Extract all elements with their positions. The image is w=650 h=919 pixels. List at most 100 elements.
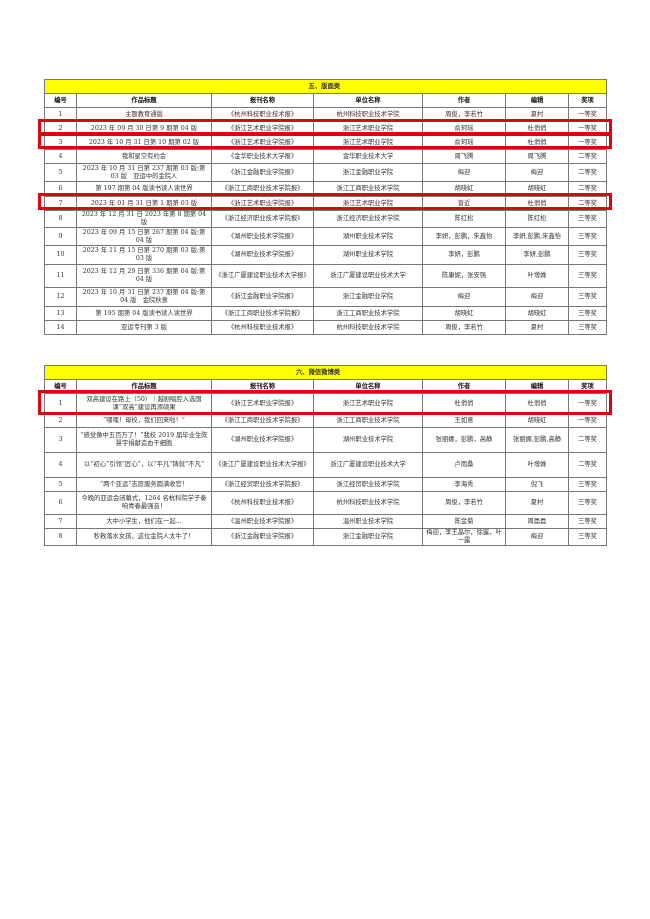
table-row: 3 2023 年 10 月 31 日第 10 期第 02 版《浙江艺术职业学院报》… — [44, 135, 608, 150]
cell-editor: 梅迎 — [505, 528, 569, 546]
table-row: 4 以“初心”引领“匠心”，以“平凡”铸就“不凡” 《浙江广厦建设职业技术大学报》浙… — [44, 452, 608, 478]
cell-unit: 浙江工商职业技术学院 — [313, 181, 423, 197]
cell-newspaper: 《杭州科技职业技术报》 — [211, 320, 314, 335]
cell-title: 2023 年 10 月 31 日第 237 期第 04 版:第 04 版 金院秋… — [76, 287, 212, 307]
cell-title: 秒救落水女孩，这位金院人太牛了！ — [76, 528, 212, 546]
cell-no: 3 — [44, 135, 77, 150]
cell-title: 亚运专刊第 3 版 — [76, 320, 212, 335]
cell-unit: 浙江金融职业学院 — [313, 528, 423, 546]
cell-author: 俞珂瑶 — [422, 135, 506, 150]
cell-author: 陈康妮，张安强 — [422, 264, 506, 288]
cell-unit: 浙江金融职业学院 — [313, 287, 423, 307]
cell-editor: 胡晓虹 — [505, 306, 569, 321]
cell-award: 二等奖 — [567, 163, 608, 182]
cell-newspaper: 《金华职业技术大学报》 — [211, 149, 314, 164]
table-row: 10 2023 年 11 月 15 日第 270 期第 03 版:第 03 版《湖… — [44, 245, 608, 265]
cell-author: 周飞腾 — [422, 149, 506, 164]
cell-newspaper: 《浙江艺术职业学院报》 — [211, 121, 314, 136]
cell-title: 今晚的亚运会闭幕式，1264 名杭科院学子奏响青春最强音！ — [76, 491, 212, 515]
cell-author: 胡晓虹 — [422, 306, 506, 321]
header-no: 编号 — [44, 379, 77, 394]
cell-award: 三等奖 — [567, 287, 608, 307]
cell-editor: 杜俏俏 — [505, 196, 569, 211]
table-row: 1 主题教育通版 《杭州科技职业技术报》 杭州科技职业技术学院 周俊，李若竹 夏村 一等奖 — [44, 107, 608, 122]
cell-no: 7 — [44, 514, 77, 529]
cell-author: 张丽娜，彭鹏，高静 — [422, 427, 506, 453]
cell-no: 13 — [44, 306, 77, 321]
cell-title: 2023 年 10 月 31 日第 237 期第 03 版:第 03 版 亚运中… — [76, 163, 212, 182]
cell-unit: 杭州科技职业技术学院 — [313, 320, 423, 335]
cell-author: 胡晓虹 — [422, 181, 506, 197]
header-newspaper: 报刊名称 — [211, 93, 314, 108]
cell-title: “感觉像中五百万了！”我校 2019 届毕业生陈慧宇捐献造血干细胞 — [76, 427, 212, 453]
table-row: 7 2023 年 01 月 31 日第 1 期第 03 版《浙江艺术职业学院报》浙… — [44, 196, 608, 211]
cell-author: 俞珂瑶 — [422, 121, 506, 136]
header-editor: 编辑 — [505, 379, 569, 394]
cell-award: 三等奖 — [567, 245, 608, 265]
cell-unit: 浙江艺术职业学院 — [313, 393, 423, 414]
cell-no: 9 — [44, 227, 77, 246]
cell-unit: 浙江工商职业技术学院 — [313, 306, 423, 321]
cell-no: 12 — [44, 287, 77, 307]
cell-unit: 浙江艺术职业学院 — [313, 196, 423, 211]
header-row: 编号 作品标题 报刊名称 单位名称 作者 编辑 奖项 — [44, 379, 608, 394]
table-row: 4 我和星空有约会 《金华职业技术大学报》 金华职业技术大学 周飞腾 周飞腾 二等奖 — [44, 149, 608, 164]
cell-award: 三等奖 — [567, 528, 608, 546]
cell-editor: 杜俏俏 — [505, 135, 569, 150]
cell-newspaper: 《湖州职业技术学院报》 — [211, 245, 314, 265]
cell-award: 三等奖 — [567, 210, 608, 228]
header-title: 作品标题 — [76, 93, 212, 108]
table-row: 8 2023 年 12 月 31 日 2023 年第 8 期第 04 版《浙江经济… — [44, 210, 608, 228]
cell-author: 周俊，李若竹 — [422, 320, 506, 335]
cell-editor: 杜俏俏 — [505, 121, 569, 136]
cell-editor: 李妍,彭鹏 — [505, 245, 569, 265]
cell-unit: 浙江广厦建设职业技术大学 — [313, 452, 423, 478]
cell-editor: 胡晓虹 — [505, 181, 569, 197]
cell-no: 6 — [44, 181, 77, 197]
cell-newspaper: 《湖州职业技术学院报》 — [211, 427, 314, 453]
cell-newspaper: 《浙江广厦建设职业技术大学报》 — [211, 452, 314, 478]
cell-newspaper: 《浙江艺术职业学院报》 — [211, 135, 314, 150]
cell-newspaper: 《湖州职业技术学院报》 — [211, 227, 314, 246]
cell-award: 三等奖 — [567, 320, 608, 335]
cell-author: 梅迎，李王晶尔，徐露，叶一露 — [422, 528, 506, 546]
cell-award: 一等奖 — [567, 135, 608, 150]
cell-author: 王如意 — [422, 413, 506, 428]
cell-unit: 浙江艺术职业学院 — [313, 135, 423, 150]
header-author: 作者 — [422, 93, 506, 108]
cell-unit: 浙江广厦建设职业技术大学 — [313, 264, 423, 288]
header-unit: 单位名称 — [313, 379, 423, 394]
cell-editor: 胡晓虹 — [505, 413, 569, 428]
cell-author: 梅迎 — [422, 163, 506, 182]
cell-newspaper: 《浙江艺术职业学院报》 — [211, 393, 314, 414]
table-row: 5 “两个亚运”志愿服务圆满收官！ 《浙江经贸职业技术学院报》 浙江经贸职业技术学院李… — [44, 477, 608, 492]
cell-newspaper: 《浙江工商职业技术学院报》 — [211, 306, 314, 321]
table-row: 14 亚运专刊第 3 版《杭州科技职业技术报》 杭州科技职业技术学院 周俊，李若竹 夏村… — [44, 320, 608, 335]
cell-award: 三等奖 — [567, 264, 608, 288]
cell-no: 5 — [44, 163, 77, 182]
cell-title: 2023 年 10 月 31 日第 10 期第 02 版 — [76, 135, 212, 150]
cell-author: 梅迎 — [422, 287, 506, 307]
cell-newspaper: 《杭州科技职业技术报》 — [211, 491, 314, 515]
cell-no: 11 — [44, 264, 77, 288]
table-row: 11 2023 年 12 月 29 日第 336 期第 04 版:第 04 版《浙… — [44, 264, 608, 288]
cell-title: 2023 年 09 月 15 日第 267 期第 04 版:第 04 版 — [76, 227, 212, 246]
cell-unit: 湖州职业技术学院 — [313, 245, 423, 265]
cell-award: 三等奖 — [567, 491, 608, 515]
cell-newspaper: 《浙江工商职业技术学院报》 — [211, 181, 314, 197]
cell-newspaper: 《浙江经济职业技术学院报》 — [211, 210, 314, 228]
cell-no: 1 — [44, 393, 77, 414]
cell-author: 李妍，彭鹏 — [422, 245, 506, 265]
cell-unit: 浙江经济职业技术学院 — [313, 210, 423, 228]
cell-editor: 叶增姝 — [505, 264, 569, 288]
cell-no: 6 — [44, 491, 77, 515]
cell-title: 2023 年 12 月 31 日 2023 年第 8 期第 04 版 — [76, 210, 212, 228]
cell-newspaper: 《浙江金融职业学院报》 — [211, 287, 314, 307]
header-award: 奖项 — [567, 379, 608, 394]
cell-editor: 夏村 — [505, 320, 569, 335]
header-newspaper: 报刊名称 — [211, 379, 314, 394]
cell-unit: 温州职业技术学院 — [313, 514, 423, 529]
cell-newspaper: 《浙江广厦建设职业技术大学报》 — [211, 264, 314, 288]
cell-award: 一等奖 — [567, 393, 608, 414]
